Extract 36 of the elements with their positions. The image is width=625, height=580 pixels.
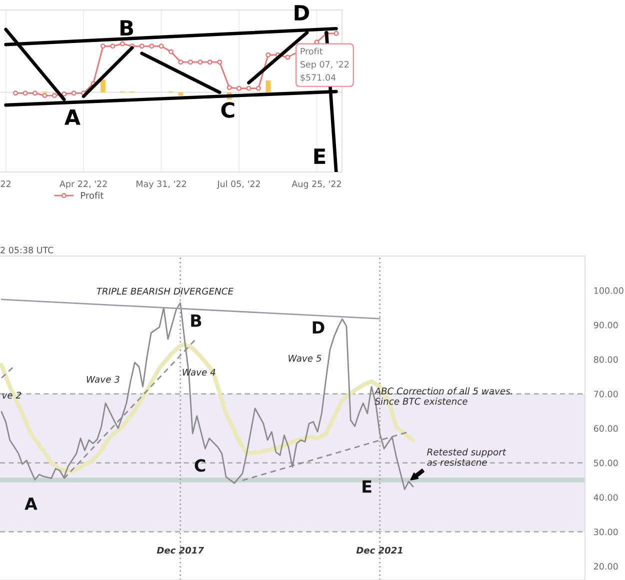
y-tick-label: 40.00 bbox=[594, 494, 618, 501]
x-tick-label: May 31, '22 bbox=[136, 180, 186, 189]
annotation: Wave 5 bbox=[288, 354, 322, 362]
annotation: A bbox=[24, 498, 38, 510]
annotation: B bbox=[191, 314, 202, 327]
y-tick-label: 60.00 bbox=[594, 425, 618, 432]
annotation: Wave 4 bbox=[182, 368, 216, 376]
annotation: Profit Sep 07, '22 $571.04 bbox=[300, 48, 349, 82]
series-label: B bbox=[120, 20, 134, 36]
y-tick-label: 70.00 bbox=[594, 390, 618, 398]
annotation: D bbox=[312, 321, 324, 334]
y-tick-label: 100.00 bbox=[594, 287, 624, 294]
x-tick-label: Dec 2017 bbox=[156, 546, 204, 554]
annotation: C bbox=[194, 459, 206, 472]
x-tick-label: Dec 2021 bbox=[356, 546, 402, 554]
x-tick-label: 22 bbox=[0, 180, 11, 187]
y-tick-label: 80.00 bbox=[594, 356, 618, 363]
annotation: ABC Correction of all 5 waves. Since BTC existence bbox=[374, 387, 512, 405]
x-tick-label: Aug 25, '22 bbox=[292, 180, 341, 189]
y-tick-label: 90.00 bbox=[594, 322, 618, 328]
annotation: Retested support as resistacne bbox=[427, 448, 506, 466]
annotation: TRIPLE BEARISH DIVERGENCE bbox=[96, 288, 234, 295]
y-tick-label: 50.00 bbox=[594, 460, 618, 466]
series-label: E bbox=[314, 148, 326, 164]
annotation: E bbox=[362, 480, 372, 493]
x-tick-label: Jul 05, '22 bbox=[216, 180, 260, 189]
y-tick-label: 30.00 bbox=[594, 528, 618, 536]
series-label: C bbox=[221, 102, 234, 118]
y-tick-label: 20.00 bbox=[594, 563, 618, 570]
x-tick-label: Apr 22, '22 bbox=[60, 180, 107, 189]
annotation: Wave 3 bbox=[86, 376, 120, 383]
annotation: ve 2 bbox=[2, 392, 21, 399]
series-label: D bbox=[294, 5, 310, 20]
legend-label: Profit bbox=[81, 192, 104, 199]
series-label: A bbox=[64, 110, 80, 125]
chart-title: 2 05:38 UTC bbox=[0, 246, 54, 254]
